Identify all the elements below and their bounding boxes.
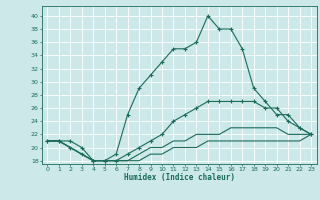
X-axis label: Humidex (Indice chaleur): Humidex (Indice chaleur) bbox=[124, 173, 235, 182]
